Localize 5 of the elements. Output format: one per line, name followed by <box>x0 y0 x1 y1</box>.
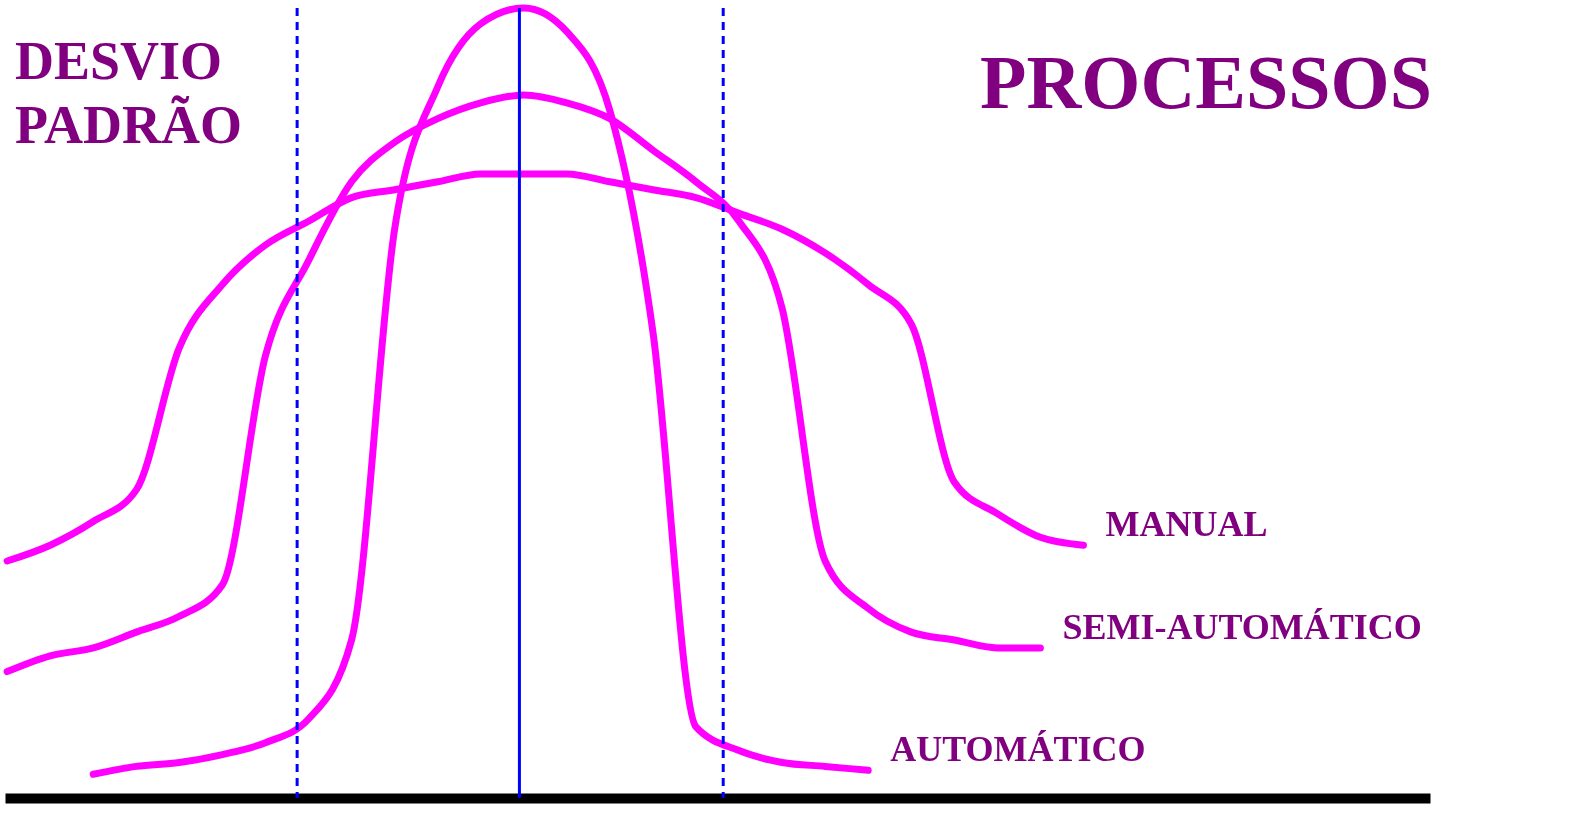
annotation: DESVIO PADRÃO <box>15 31 242 155</box>
series-label: SEMI-AUTOMÁTICO <box>1062 606 1422 647</box>
chart-title: PROCESSOS <box>980 40 1432 124</box>
series-label: AUTOMÁTICO <box>890 729 1146 770</box>
series-label: MANUAL <box>1105 504 1268 545</box>
